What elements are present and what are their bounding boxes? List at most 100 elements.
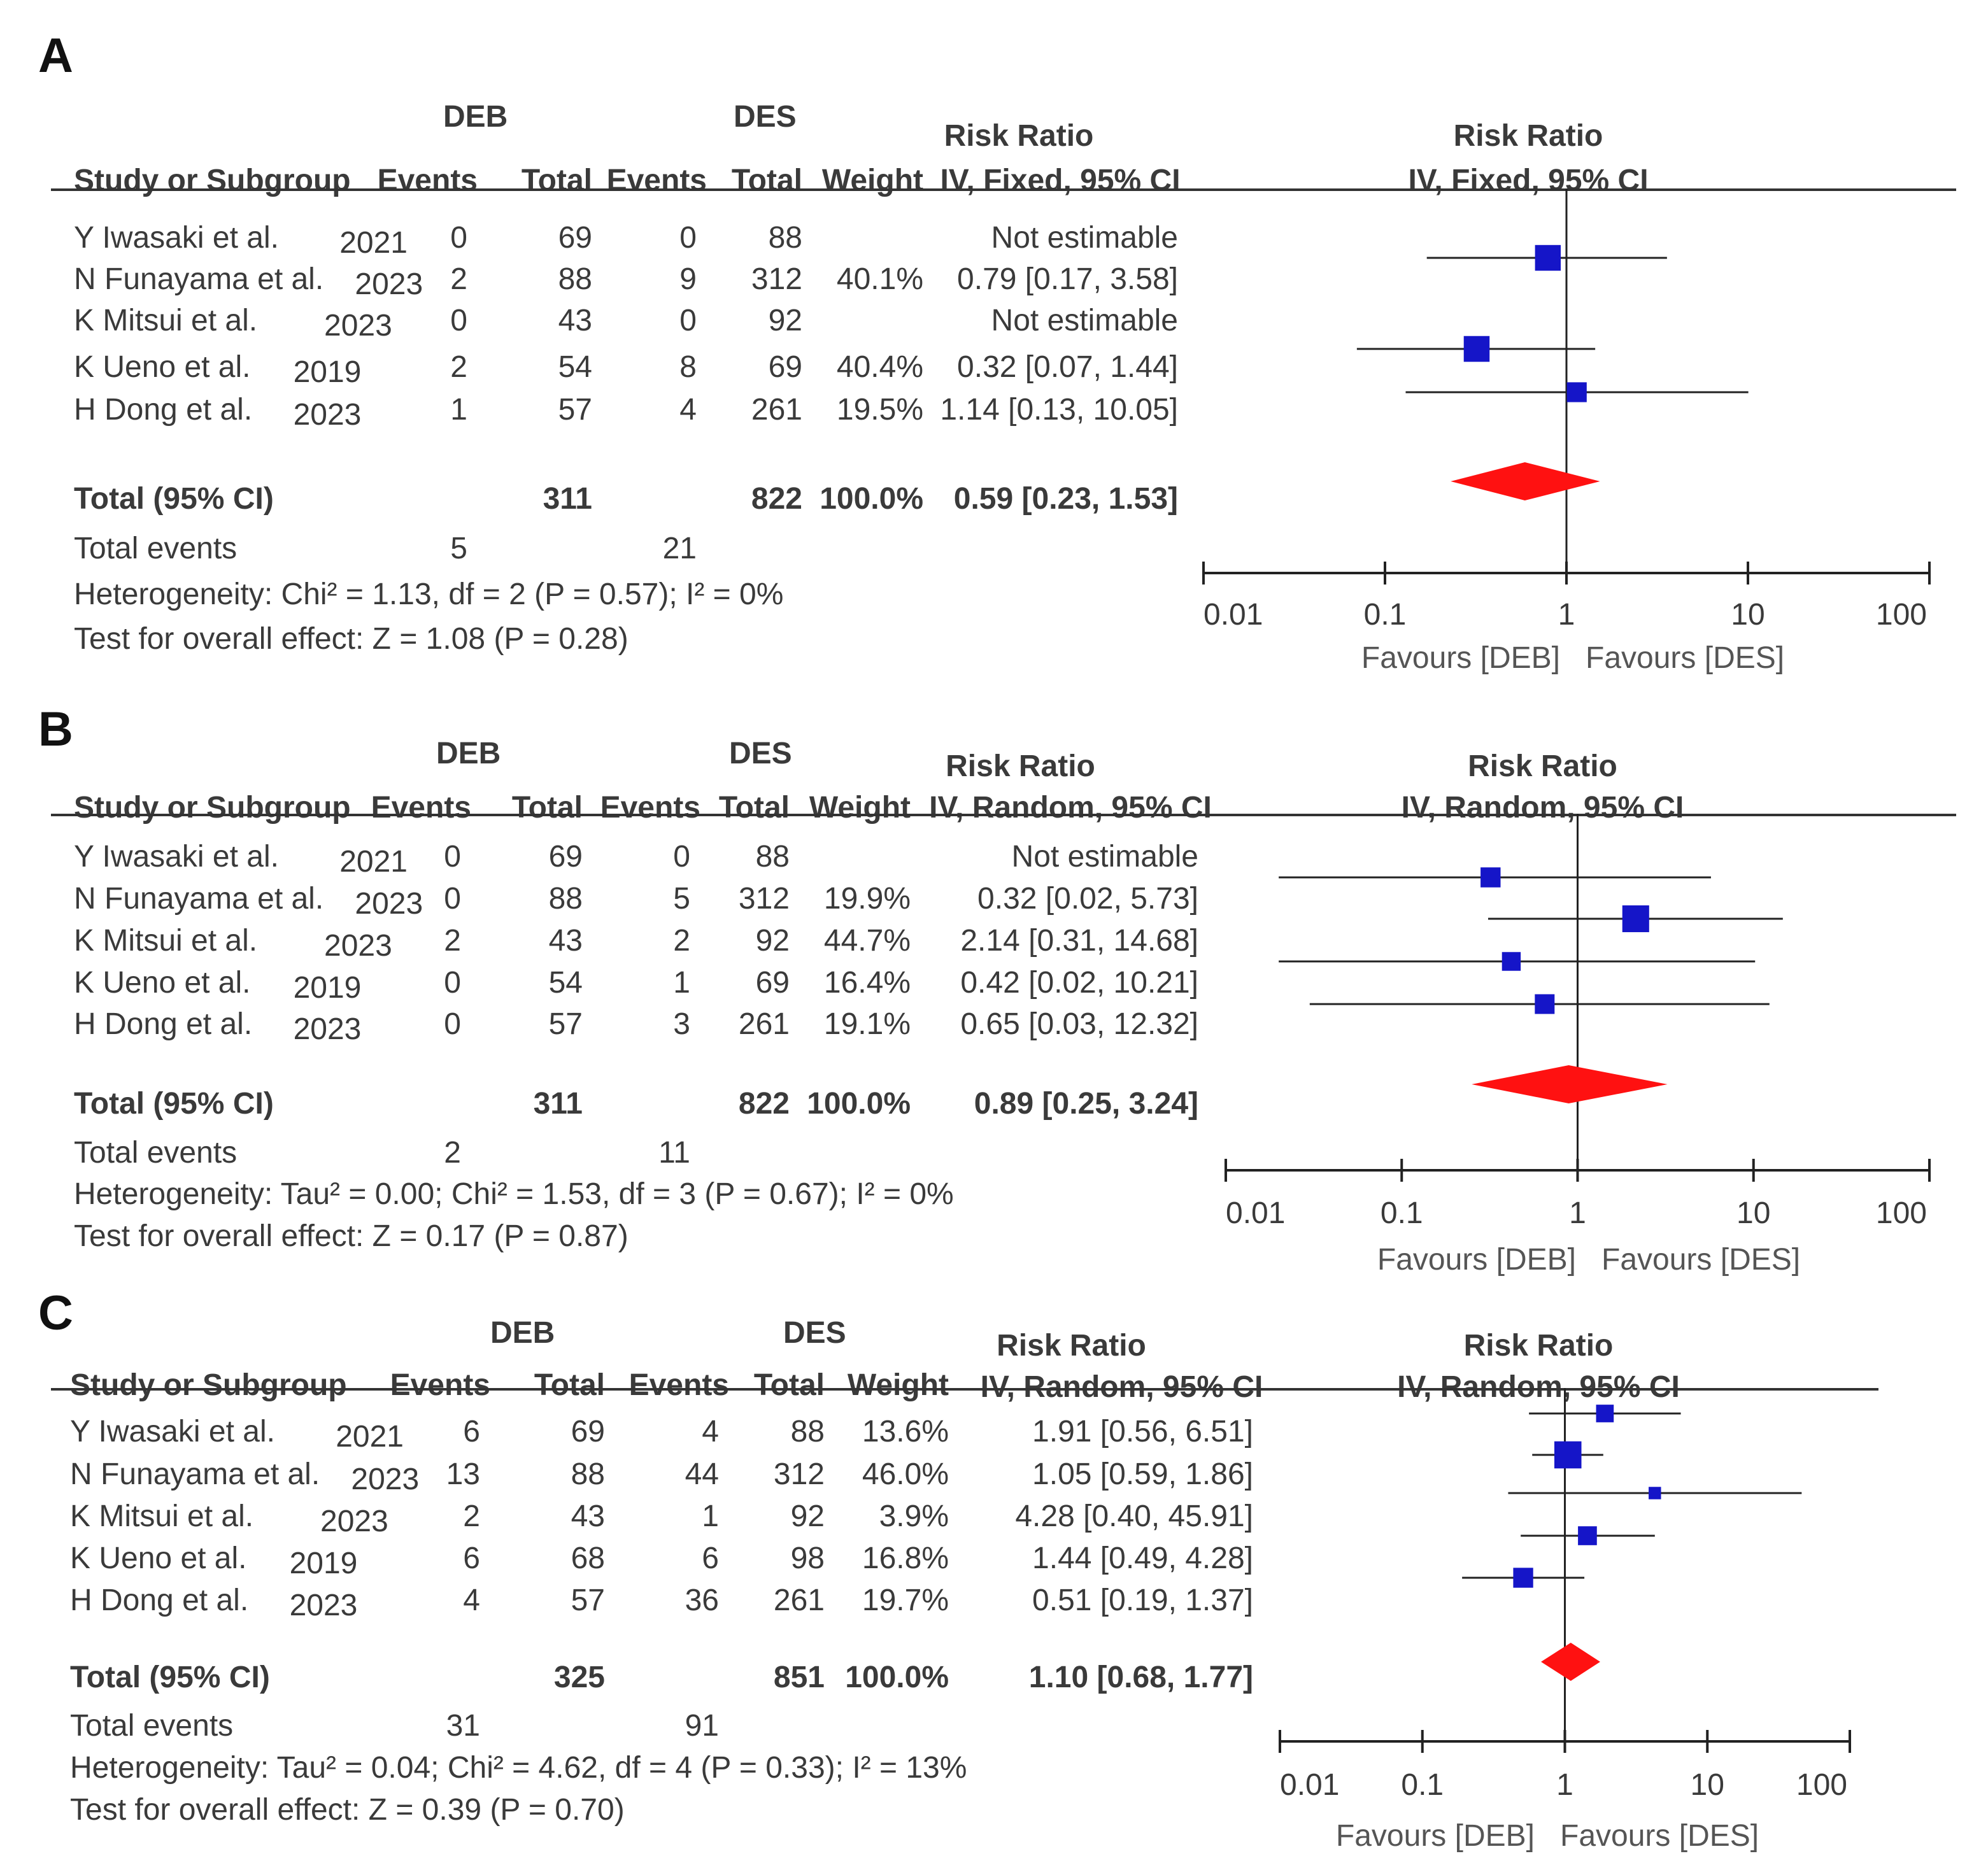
events-group1: 13 — [446, 1457, 480, 1491]
total-events-label: Total events — [70, 1709, 234, 1743]
group2-header: DES — [783, 1316, 846, 1350]
events-group2: 1 — [702, 1499, 719, 1533]
events-group2: 44 — [685, 1457, 719, 1491]
total-group1: 88 — [548, 882, 583, 916]
study-year: 2023 — [324, 309, 392, 343]
study-marker — [1535, 244, 1561, 271]
plot-header-method: IV, Random, 95% CI — [1397, 1370, 1680, 1404]
study-year: 2019 — [293, 971, 362, 1005]
events-group2: 5 — [673, 882, 690, 916]
study-year: 2023 — [351, 1463, 420, 1496]
study-name: K Mitsui et al. — [74, 924, 258, 958]
events-group1: 0 — [444, 1007, 461, 1041]
study-weight: 44.7% — [823, 924, 911, 958]
study-weight: 16.8% — [862, 1541, 949, 1575]
events-group2: 36 — [685, 1583, 719, 1617]
study-name: H Dong et al. — [74, 1007, 253, 1041]
study-marker — [1463, 336, 1490, 362]
total-group1: 311 — [543, 482, 592, 516]
total-group1: 69 — [548, 840, 583, 874]
events-group2: 0 — [679, 304, 697, 337]
study-ci: 0.32 [0.02, 5.73] — [977, 882, 1198, 916]
study-marker — [1554, 1441, 1582, 1469]
total-group1: 54 — [558, 350, 592, 384]
total-group1: 69 — [558, 221, 592, 255]
study-weight: 3.9% — [879, 1499, 949, 1533]
favours-right-label: Favours [DES] — [1586, 641, 1785, 675]
header-events-1: Events — [390, 1368, 490, 1402]
header-weight: Weight — [847, 1368, 949, 1402]
total-label: Total (95% CI) — [70, 1661, 270, 1694]
total-group1: 54 — [548, 966, 583, 1000]
favours-right-label: Favours [DES] — [1560, 1819, 1759, 1853]
events-group2: 4 — [702, 1415, 719, 1449]
study-ci: 1.05 [0.59, 1.86] — [1032, 1457, 1253, 1491]
total-group2: 69 — [768, 350, 802, 384]
total-group2: 98 — [790, 1541, 825, 1575]
total-ci: 1.10 [0.68, 1.77] — [1028, 1661, 1253, 1694]
study-ci: 0.32 [0.07, 1.44] — [957, 350, 1178, 384]
study-ci: 1.14 [0.13, 10.05] — [940, 393, 1178, 427]
total-group1: 57 — [571, 1583, 605, 1617]
total-events-label: Total events — [74, 1136, 238, 1170]
study-marker — [1480, 867, 1501, 888]
total-weight: 100.0% — [807, 1087, 911, 1121]
total-group2: 69 — [755, 966, 790, 1000]
study-name: Y Iwasaki et al. — [70, 1415, 275, 1449]
study-name: Y Iwasaki et al. — [74, 221, 279, 255]
study-ci: Not estimable — [991, 304, 1178, 337]
study-ci: Not estimable — [1011, 840, 1198, 874]
study-year: 2023 — [355, 887, 423, 921]
total-group2: 312 — [751, 262, 802, 296]
favours-right-label: Favours [DES] — [1601, 1243, 1801, 1277]
events-group1: 4 — [463, 1583, 480, 1617]
events-group1: 1 — [450, 393, 467, 427]
study-name: Y Iwasaki et al. — [74, 840, 279, 874]
study-weight: 19.9% — [823, 882, 911, 916]
x-tick-label: 0.1 — [1380, 1196, 1423, 1230]
plot-header-title: Risk Ratio — [1468, 749, 1617, 783]
events-group2: 3 — [673, 1007, 690, 1041]
events-group2: 0 — [673, 840, 690, 874]
events-group2: 1 — [673, 966, 690, 1000]
group2-header: DES — [729, 737, 792, 770]
study-ci: 2.14 [0.31, 14.68] — [960, 924, 1198, 958]
plot-header-title: Risk Ratio — [1453, 119, 1603, 153]
events-group1: 2 — [450, 350, 467, 384]
study-name: K Mitsui et al. — [74, 304, 258, 337]
header-total-2: Total — [753, 1368, 825, 1402]
study-weight: 40.1% — [836, 262, 923, 296]
events-group1: 0 — [450, 304, 467, 337]
heterogeneity-text: Heterogeneity: Tau² = 0.00; Chi² = 1.53,… — [74, 1177, 954, 1211]
x-tick-label: 10 — [1736, 1196, 1771, 1230]
total-group2: 92 — [768, 304, 802, 337]
pooled-diamond — [1472, 1065, 1668, 1103]
total-group2: 261 — [738, 1007, 790, 1041]
study-ci: Not estimable — [991, 221, 1178, 255]
header-rr-title: Risk Ratio — [944, 119, 1094, 153]
total-group1: 43 — [571, 1499, 605, 1533]
study-year: 2021 — [339, 845, 408, 879]
total-group1: 68 — [571, 1541, 605, 1575]
panel-label: B — [38, 702, 73, 756]
total-group2: 312 — [738, 882, 790, 916]
header-rr-title: Risk Ratio — [946, 749, 1095, 783]
events-group1: 6 — [463, 1541, 480, 1575]
overall-effect-text: Test for overall effect: Z = 1.08 (P = 0… — [74, 622, 628, 656]
header-study: Study or Subgroup — [70, 1368, 347, 1402]
study-name: K Ueno et al. — [74, 966, 251, 1000]
total-group1: 57 — [548, 1007, 583, 1041]
total-group2: 261 — [751, 393, 802, 427]
overall-effect-text: Test for overall effect: Z = 0.39 (P = 0… — [70, 1793, 625, 1827]
total-group1: 311 — [533, 1087, 583, 1121]
total-events-group1: 5 — [450, 532, 467, 565]
events-group2: 9 — [679, 262, 697, 296]
study-marker — [1578, 1526, 1597, 1545]
header-rr-method: IV, Random, 95% CI — [980, 1370, 1263, 1404]
header-total-1: Total — [511, 791, 583, 825]
total-events-group2: 91 — [685, 1709, 719, 1743]
x-tick-label: 100 — [1875, 1196, 1927, 1230]
study-year: 2023 — [355, 267, 423, 301]
total-events-group1: 31 — [446, 1709, 480, 1743]
